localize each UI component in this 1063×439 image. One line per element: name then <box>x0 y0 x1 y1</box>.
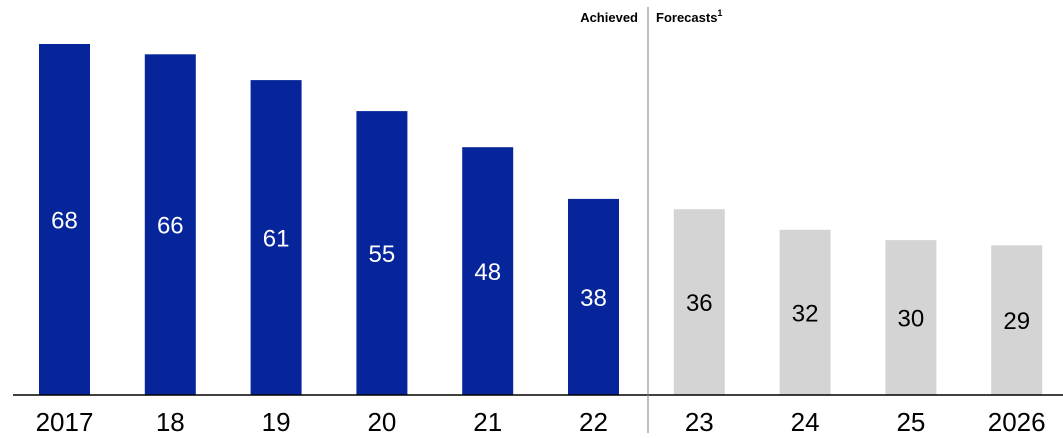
bar-22 <box>568 198 619 395</box>
bar-23 <box>673 209 725 395</box>
value-label-22: 38 <box>580 285 607 312</box>
category-label-2026: 2026 <box>988 407 1046 437</box>
category-label-23: 23 <box>685 407 714 437</box>
forecasts-section-label: Forecasts1 <box>656 8 722 25</box>
value-label-2026: 29 <box>1003 308 1030 335</box>
bar-18 <box>144 54 196 396</box>
category-label-22: 22 <box>579 407 608 437</box>
category-label-25: 25 <box>896 407 925 437</box>
category-label-19: 19 <box>262 407 291 437</box>
bars-group <box>39 44 1043 396</box>
category-labels-group: 2017 18 19 20 21 22 23 24 25 2026 <box>36 407 1046 437</box>
category-label-24: 24 <box>791 407 820 437</box>
achieved-section-label: Achieved <box>580 10 638 25</box>
bar-24 <box>779 229 831 395</box>
forecasts-footnote-marker: 1 <box>717 8 722 18</box>
bar-2017 <box>39 44 90 395</box>
forecasts-text: Forecasts <box>656 10 717 25</box>
bar-21 <box>462 147 514 395</box>
value-label-24: 32 <box>792 300 819 327</box>
value-label-2017: 68 <box>51 208 78 235</box>
bar-2026 <box>991 245 1043 395</box>
value-label-19: 61 <box>263 226 290 253</box>
bar-19 <box>250 80 302 395</box>
value-label-20: 55 <box>369 241 396 268</box>
value-labels-group: 68 66 61 55 48 38 36 32 30 29 <box>51 208 1030 336</box>
bar-20 <box>356 111 408 395</box>
category-label-2017: 2017 <box>36 407 94 437</box>
category-label-20: 20 <box>367 407 396 437</box>
value-label-25: 30 <box>898 306 925 333</box>
value-label-23: 36 <box>686 290 713 317</box>
bar-25 <box>885 240 937 395</box>
category-label-18: 18 <box>156 407 185 437</box>
value-label-21: 48 <box>474 259 501 286</box>
category-label-21: 21 <box>473 407 502 437</box>
value-label-18: 66 <box>157 213 184 240</box>
